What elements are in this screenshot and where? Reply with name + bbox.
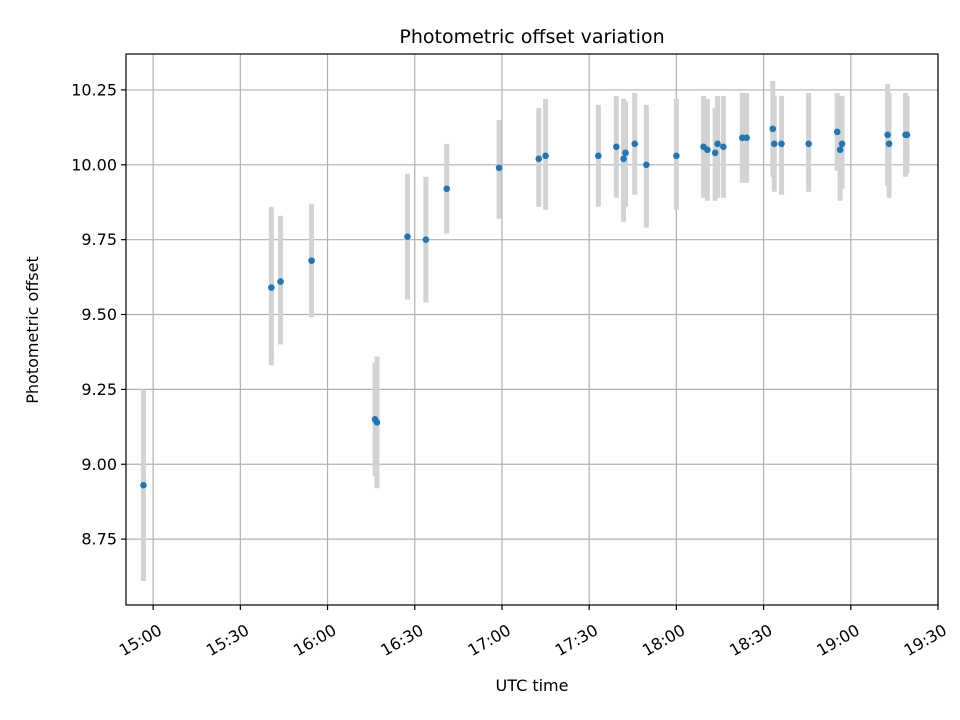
data-point — [622, 149, 629, 157]
y-axis-label: Photometric offset — [23, 256, 42, 404]
data-point — [778, 140, 785, 148]
data-point — [595, 152, 602, 160]
data-point — [404, 233, 411, 240]
data-point — [535, 155, 543, 163]
data-point — [711, 149, 719, 157]
data-point — [542, 152, 549, 160]
data-points — [140, 125, 911, 489]
data-point — [704, 146, 711, 154]
y-tick-label: 10.25 — [71, 80, 117, 99]
grid-lines — [126, 54, 939, 605]
data-point — [903, 131, 911, 139]
data-point — [838, 140, 846, 148]
data-point — [720, 143, 727, 151]
y-tick-label: 9.75 — [81, 230, 117, 249]
data-point — [268, 284, 275, 291]
data-point — [643, 161, 650, 169]
chart-title: Photometric offset variation — [399, 26, 664, 48]
data-point — [140, 481, 147, 489]
data-point — [805, 140, 812, 148]
data-point — [770, 140, 778, 148]
x-axis-label: UTC time — [496, 676, 569, 695]
data-point — [673, 152, 680, 160]
data-point — [885, 140, 893, 148]
data-point — [833, 128, 841, 136]
data-point — [743, 134, 750, 142]
data-point — [620, 155, 627, 163]
y-axis-ticks: 8.75 9.00 9.25 9.50 9.75 10.00 10.25 — [71, 80, 126, 549]
data-point — [373, 419, 381, 426]
data-point — [769, 125, 777, 133]
y-tick-label: 9.00 — [81, 455, 117, 474]
data-point — [884, 131, 891, 139]
data-point — [422, 236, 430, 243]
data-point — [495, 164, 503, 172]
data-point — [714, 140, 721, 148]
data-point — [443, 185, 451, 193]
data-point — [277, 278, 284, 285]
data-point — [613, 143, 620, 151]
y-tick-label: 10.00 — [71, 155, 117, 174]
y-tick-label: 9.50 — [81, 305, 117, 324]
y-tick-label: 8.75 — [81, 530, 117, 549]
data-point — [836, 146, 844, 154]
y-tick-label: 9.25 — [81, 380, 117, 399]
data-point — [308, 257, 315, 264]
data-point — [631, 140, 639, 148]
plot-frame — [125, 53, 939, 606]
